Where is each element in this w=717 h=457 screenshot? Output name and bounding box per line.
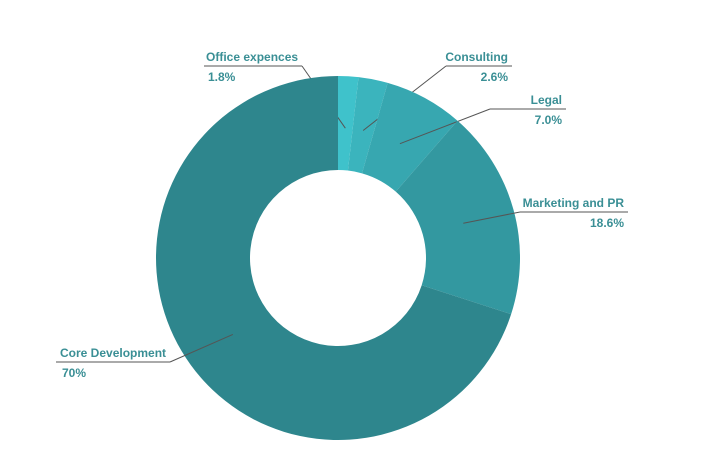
slice-value: 70% [62, 366, 86, 380]
leader-line [399, 108, 491, 145]
slice-label: Office expences [206, 50, 298, 64]
donut-slice [347, 77, 388, 174]
donut-slice [338, 76, 359, 171]
donut-slice [362, 82, 458, 192]
donut-slice [156, 76, 512, 440]
slice-value: 1.8% [208, 70, 236, 84]
slice-value: 2.6% [481, 70, 509, 84]
slice-label: Legal [531, 93, 562, 107]
slice-label: Consulting [445, 50, 508, 64]
leader-line [169, 333, 234, 363]
donut-slice [395, 120, 520, 315]
slice-value: 7.0% [535, 113, 563, 127]
slice-label: Marketing and PR [523, 196, 625, 210]
slice-label: Core Development [60, 346, 166, 360]
slice-value: 18.6% [590, 216, 624, 230]
leader-line [463, 211, 521, 224]
